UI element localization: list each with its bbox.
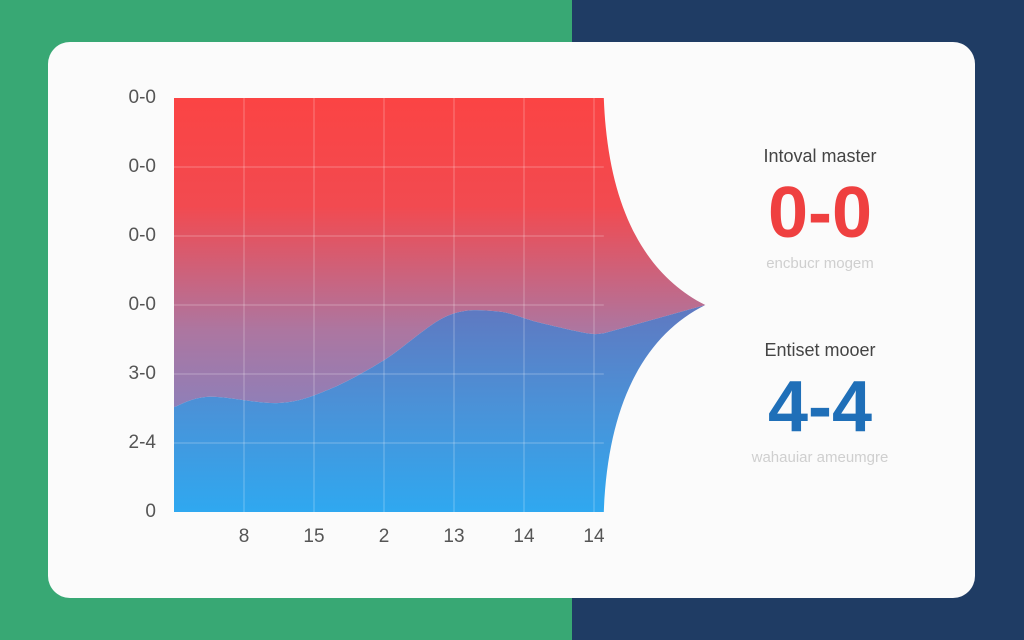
stat-subtext: encbucr mogem	[766, 255, 874, 272]
stat-value: 0-0	[767, 173, 873, 253]
red-area	[174, 98, 706, 408]
stat-label: Entiset mooer	[764, 340, 876, 360]
stat-subtext: wahauiar ameumgre	[751, 449, 889, 466]
y-tick-label: 0-0	[128, 87, 156, 108]
stat-value: 4-4	[767, 367, 873, 447]
stat-card-1: Intoval master 0-0 encbucr mogem	[720, 146, 920, 272]
x-tick-label: 2	[378, 526, 390, 547]
y-tick-label: 3-0	[128, 363, 156, 384]
stat-card-2: Entiset mooer 4-4 wahauiar ameumgre	[720, 340, 920, 466]
y-tick-label: 2-4	[128, 432, 156, 453]
y-tick-label: 0-0	[128, 294, 156, 315]
stat-label: Intoval master	[763, 146, 877, 166]
x-tick-label: 13	[443, 526, 465, 547]
x-tick-label: 14	[583, 526, 605, 547]
blue-area	[174, 305, 706, 512]
y-tick-label: 0-0	[128, 225, 156, 246]
x-tick-label: 14	[513, 526, 535, 547]
y-tick-label: 0-0	[128, 156, 156, 177]
y-tick-label: 0	[145, 501, 156, 522]
x-tick-label: 8	[238, 526, 250, 547]
x-tick-label: 15	[303, 526, 325, 547]
